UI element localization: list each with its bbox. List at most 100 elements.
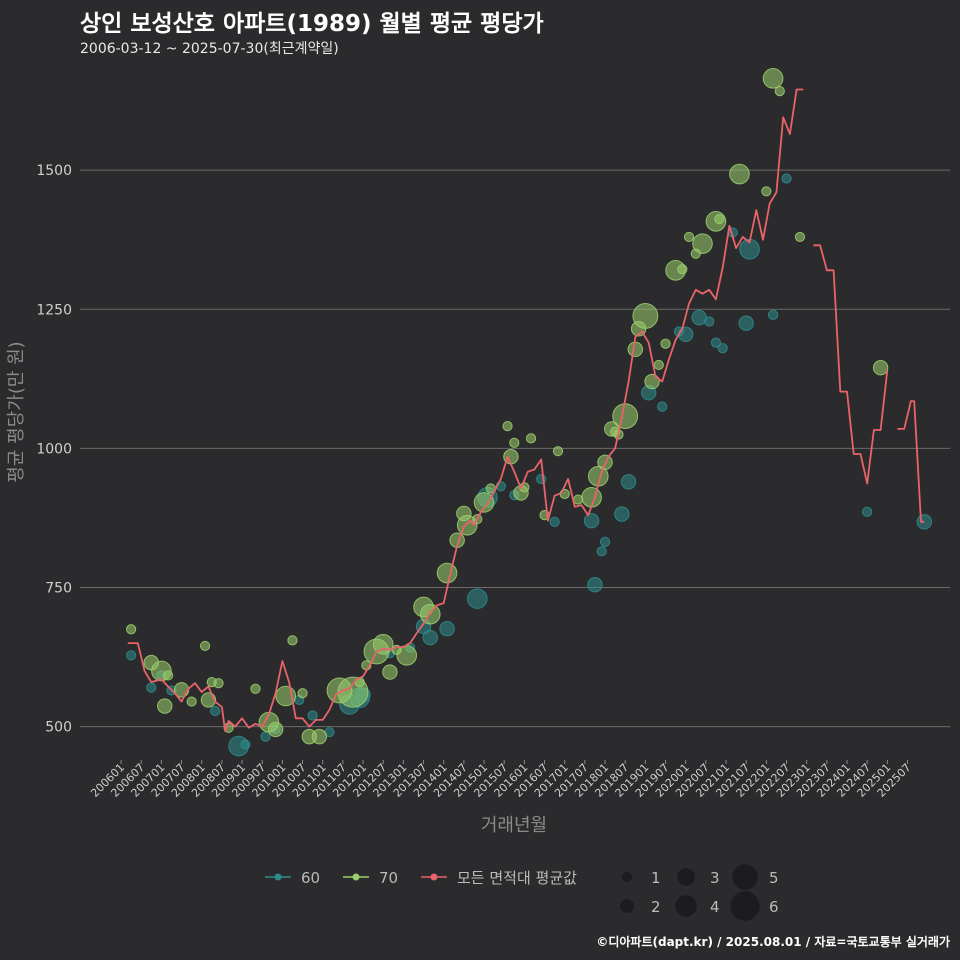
- point-60: [549, 516, 560, 527]
- point-60: [240, 739, 251, 750]
- point-60: [717, 343, 728, 354]
- legend-size-marker: [732, 864, 758, 890]
- point-70: [653, 359, 664, 371]
- point-70: [872, 360, 889, 376]
- legend: 60 70 모든 면적대 평균값 1 2 3 4 5 6: [265, 864, 779, 921]
- point-70: [677, 264, 688, 275]
- average-line-segment: [897, 400, 925, 523]
- legend-size-label: 4: [710, 898, 720, 916]
- y-tick-label: 1500: [36, 163, 72, 179]
- point-70: [729, 163, 750, 185]
- legend-size-label: 6: [769, 898, 779, 916]
- point-70: [311, 728, 328, 745]
- footer-credit: ©디아파트(dapt.kr) / 2025.08.01 / 자료=국토교통부 실…: [596, 935, 950, 949]
- point-60: [599, 536, 611, 547]
- point-70: [794, 231, 806, 243]
- point-70: [157, 698, 173, 714]
- legend-size-label: 2: [651, 898, 661, 916]
- average-line-segment: [127, 88, 804, 732]
- point-60: [260, 731, 271, 742]
- legend-size-marker: [677, 868, 695, 886]
- point-70: [250, 683, 261, 694]
- point-60: [767, 309, 779, 320]
- y-tick-label: 1000: [36, 441, 72, 457]
- y-tick-label: 500: [45, 720, 72, 736]
- series-60-points: [126, 173, 933, 757]
- legend-size-marker: [675, 895, 697, 917]
- point-70: [627, 341, 643, 358]
- y-tick-label: 1250: [36, 302, 72, 318]
- point-70: [162, 670, 174, 681]
- chart-subtitle: 2006-03-12 ~ 2025-07-30(최근계약일): [80, 41, 339, 57]
- point-60: [738, 315, 754, 331]
- legend-size-marker: [622, 872, 632, 882]
- point-70: [509, 437, 520, 448]
- grid: [80, 169, 950, 728]
- point-70: [644, 373, 660, 390]
- point-70: [382, 664, 398, 680]
- y-axis-ticks: 500 750 1000 1250 1500: [36, 163, 72, 735]
- point-60: [620, 474, 637, 490]
- point-60: [781, 173, 792, 184]
- point-70: [683, 231, 695, 243]
- x-axis-label: 거래년월: [481, 815, 547, 836]
- point-70: [126, 624, 137, 635]
- point-60: [307, 710, 318, 721]
- point-60: [126, 650, 137, 661]
- point-60: [146, 682, 157, 693]
- point-60: [704, 316, 715, 327]
- point-60: [210, 705, 221, 717]
- point-60: [467, 588, 488, 609]
- legend-size-label: 3: [710, 869, 720, 887]
- point-70: [213, 678, 224, 689]
- point-60: [439, 620, 455, 637]
- point-70: [632, 303, 659, 329]
- chart-title: 상인 보성산호 아파트(1989) 월별 평균 평당가: [80, 11, 544, 37]
- point-60: [691, 309, 707, 326]
- average-line: [127, 88, 925, 732]
- series-70-points: [126, 68, 889, 745]
- average-line-segment: [813, 244, 889, 485]
- legend-size-marker: [620, 899, 634, 913]
- point-60: [596, 546, 607, 557]
- point-70: [436, 562, 458, 584]
- point-70: [473, 492, 495, 513]
- point-70: [297, 688, 308, 699]
- point-70: [287, 635, 298, 646]
- point-70: [761, 186, 772, 197]
- point-60: [583, 513, 600, 529]
- legend-size-label: 1: [651, 869, 661, 887]
- point-70: [396, 645, 418, 666]
- legend-label: 60: [301, 869, 320, 887]
- point-70: [552, 446, 564, 457]
- point-70: [186, 696, 197, 707]
- point-70: [660, 338, 671, 349]
- point-70: [774, 86, 785, 97]
- legend-size-label: 5: [769, 869, 779, 887]
- point-70: [762, 68, 784, 89]
- point-60: [587, 577, 603, 593]
- point-70: [502, 421, 513, 432]
- point-70: [714, 214, 725, 225]
- point-60: [677, 326, 694, 343]
- legend-marker: [352, 873, 360, 881]
- legend-marker: [430, 873, 438, 881]
- legend-marker: [274, 873, 282, 881]
- point-70: [612, 403, 639, 430]
- point-60: [710, 337, 722, 348]
- point-70: [267, 721, 284, 738]
- legend-size-marker: [730, 891, 760, 921]
- point-60: [862, 506, 873, 517]
- y-axis-label: 평균 평당가(만 원): [6, 341, 27, 482]
- y-tick-label: 750: [45, 581, 72, 597]
- point-70: [692, 233, 713, 254]
- legend-label: 70: [379, 869, 398, 887]
- point-60: [614, 506, 630, 522]
- point-70: [199, 640, 211, 652]
- x-axis-ticks: 2006012006072007012007072008012008072009…: [88, 760, 914, 800]
- point-60: [916, 514, 933, 530]
- legend-label: 모든 면적대 평균값: [457, 869, 577, 887]
- point-60: [657, 401, 668, 412]
- point-70: [525, 433, 537, 444]
